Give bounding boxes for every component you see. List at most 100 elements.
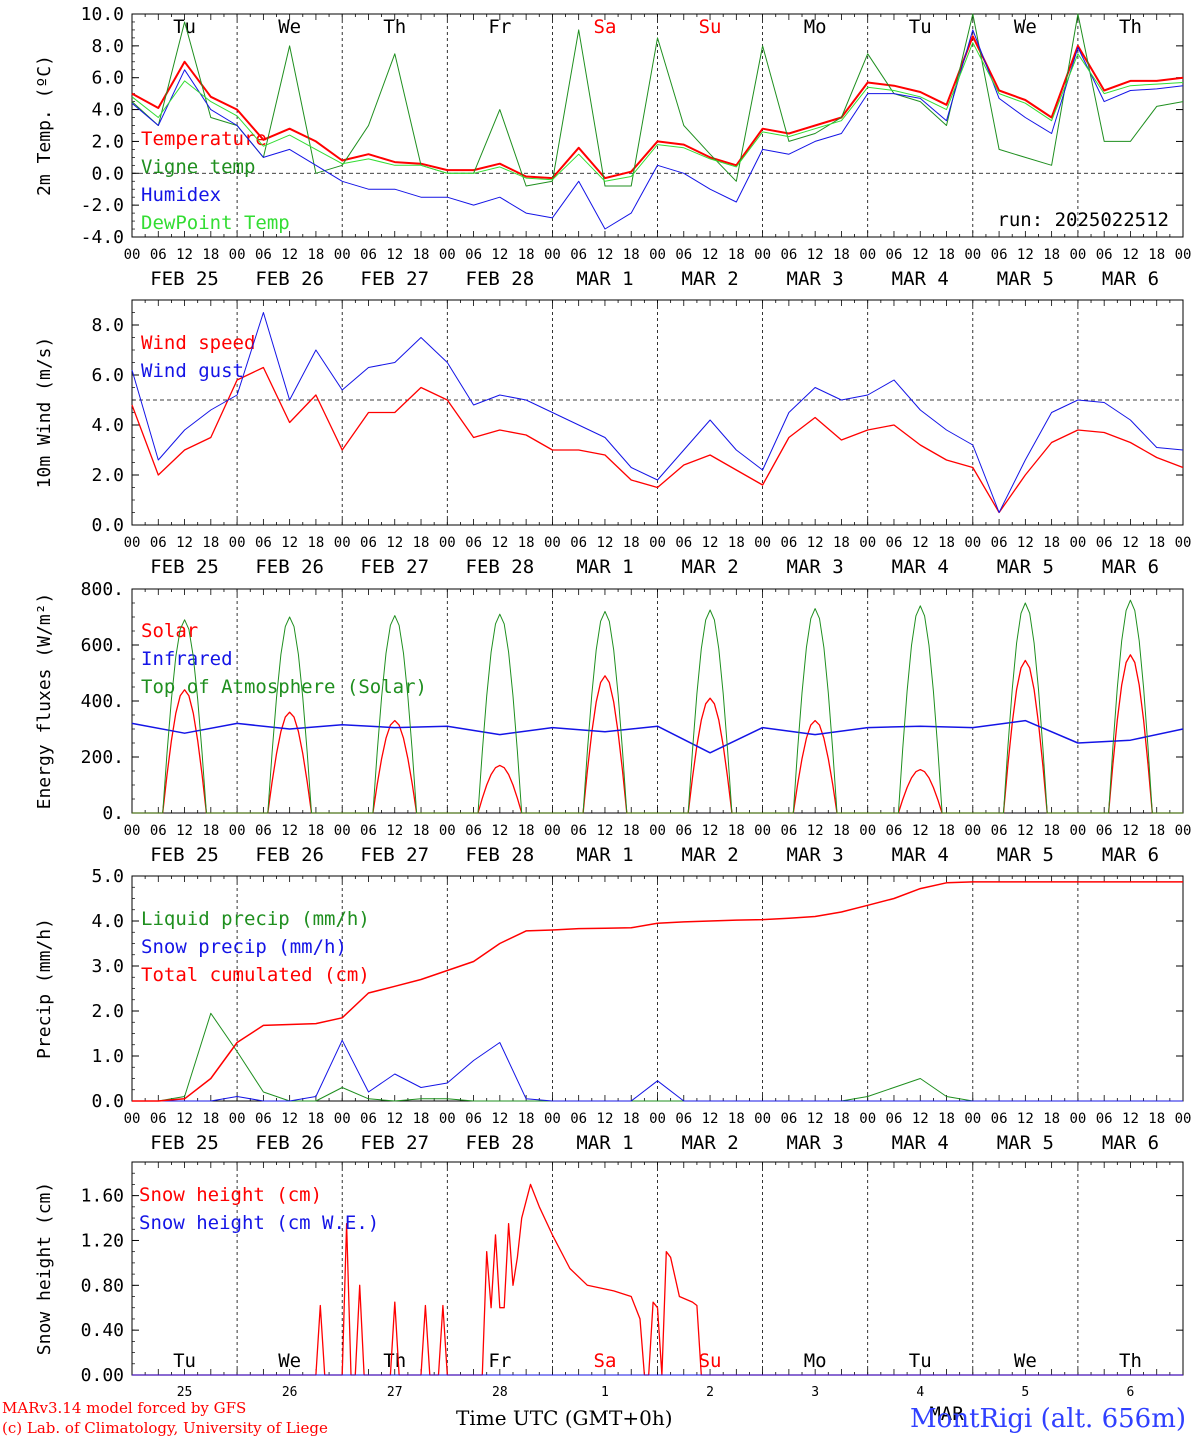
hour-tick-label: 12	[386, 535, 403, 551]
date-label: MAR 5	[997, 844, 1054, 866]
hour-tick-label: 00	[1069, 823, 1086, 839]
hour-tick-label: 00	[439, 1111, 456, 1127]
weekday-label: We	[1014, 1350, 1037, 1372]
weekday-label: Mo	[804, 16, 827, 38]
hour-tick-label: 12	[281, 247, 298, 263]
hour-tick-label: 18	[518, 823, 535, 839]
legend-label: Infrared	[141, 648, 233, 670]
date-label: MAR 2	[681, 844, 738, 866]
y-tick-label: -4.0	[81, 227, 124, 248]
y-tick-label: -2.0	[81, 195, 124, 216]
hour-tick-label: 00	[754, 1111, 771, 1127]
legend-label: Total cumulated (cm)	[141, 964, 370, 986]
y-tick-label: 10.0	[81, 4, 124, 25]
legend-label: Wind gust	[141, 360, 244, 382]
legend-label: Snow precip (mm/h)	[141, 936, 347, 958]
hour-tick-label: 06	[991, 823, 1008, 839]
y-tick-label: 5.0	[91, 866, 124, 887]
day-number-label: 25	[177, 1385, 193, 1400]
hour-tick-label: 12	[281, 1111, 298, 1127]
weekday-label: Th	[383, 1350, 406, 1372]
hour-tick-label: 18	[1148, 1111, 1165, 1127]
hour-tick-label: 12	[1017, 535, 1034, 551]
hour-tick-label: 12	[702, 1111, 719, 1127]
hour-tick-label: 18	[938, 535, 955, 551]
hour-tick-label: 18	[413, 535, 430, 551]
date-label: MAR 4	[892, 844, 949, 866]
hour-tick-label: 06	[255, 823, 272, 839]
series-line-temperature	[131, 35, 1184, 180]
series-line-snow-precip-mm-h-	[132, 1039, 1183, 1102]
hour-tick-label: 18	[728, 823, 745, 839]
date-label: MAR 6	[1102, 268, 1159, 290]
weekday-label: Sa	[594, 16, 617, 38]
y-tick-label: 2.0	[91, 131, 124, 152]
x-axis-title: Time UTC (GMT+0h)	[456, 1406, 673, 1430]
hour-tick-label: 18	[623, 823, 640, 839]
hour-tick-label: 18	[518, 247, 535, 263]
date-label: MAR 5	[997, 556, 1054, 578]
hour-tick-label: 18	[518, 1111, 535, 1127]
day-number-label: 27	[387, 1385, 403, 1400]
date-label: MAR 3	[787, 268, 844, 290]
hour-tick-label: 06	[1096, 535, 1113, 551]
hour-tick-label: 06	[360, 247, 377, 263]
y-axis-label: 10m Wind (m/s)	[34, 337, 55, 489]
day-number-label: 5	[1021, 1385, 1029, 1400]
hour-tick-label: 18	[202, 535, 219, 551]
hour-tick-label: 18	[623, 1111, 640, 1127]
hour-tick-label: 00	[439, 247, 456, 263]
hour-tick-label: 12	[807, 823, 824, 839]
y-tick-label: 0.00	[81, 1365, 124, 1386]
hour-tick-label: 06	[780, 823, 797, 839]
date-label: FEB 28	[466, 268, 535, 290]
hour-tick-label: 06	[991, 1111, 1008, 1127]
hour-tick-label: 06	[150, 247, 167, 263]
hour-tick-label: 00	[544, 247, 561, 263]
legend-label: Wind speed	[141, 332, 255, 354]
y-tick-label: 0.0	[91, 163, 124, 184]
hour-tick-label: 18	[1148, 823, 1165, 839]
hour-tick-label: 12	[491, 823, 508, 839]
weekday-label: Th	[1119, 1350, 1142, 1372]
hour-tick-label: 18	[938, 1111, 955, 1127]
hour-tick-label: 18	[833, 535, 850, 551]
hour-tick-label: 12	[176, 247, 193, 263]
weekday-label: Th	[383, 16, 406, 38]
y-tick-label: 8.0	[91, 36, 124, 57]
y-tick-label: 2.0	[91, 465, 124, 486]
weekday-label: Th	[1119, 16, 1142, 38]
day-number-label: 2	[706, 1385, 714, 1400]
hour-tick-label: 00	[334, 1111, 351, 1127]
hour-tick-label: 06	[570, 1111, 587, 1127]
date-label: FEB 26	[255, 556, 324, 578]
hour-tick-label: 18	[1043, 1111, 1060, 1127]
weekday-label: Tu	[909, 16, 932, 38]
y-tick-label: 2.0	[91, 1001, 124, 1022]
hour-tick-label: 00	[229, 1111, 246, 1127]
series-line-wind-speed	[131, 366, 1184, 514]
date-label: FEB 26	[255, 1132, 324, 1154]
weekday-label: We	[278, 16, 301, 38]
date-label: MAR 3	[787, 844, 844, 866]
hour-tick-label: 18	[518, 535, 535, 551]
hour-tick-label: 12	[597, 823, 614, 839]
hour-tick-label: 00	[229, 247, 246, 263]
plot-frame-energy	[131, 588, 1184, 814]
hour-tick-label: 06	[886, 247, 903, 263]
day-number-label: 28	[492, 1385, 508, 1400]
y-tick-label: 200.	[81, 747, 124, 768]
y-tick-label: 4.0	[91, 415, 124, 436]
hour-tick-label: 00	[649, 1111, 666, 1127]
day-number-label: 4	[916, 1385, 924, 1400]
hour-tick-label: 06	[675, 823, 692, 839]
hour-tick-label: 12	[912, 823, 929, 839]
plot-frame-wind	[131, 299, 1184, 526]
date-label: FEB 28	[466, 556, 535, 578]
hour-tick-label: 00	[649, 247, 666, 263]
series-line-vigne-temp	[131, 13, 1184, 187]
date-label: FEB 25	[150, 1132, 219, 1154]
legend-label: Snow height (cm W.E.)	[139, 1212, 379, 1234]
weekday-label: Mo	[804, 1350, 827, 1372]
legend-label: Top of Atmosphere (Solar)	[141, 676, 427, 698]
